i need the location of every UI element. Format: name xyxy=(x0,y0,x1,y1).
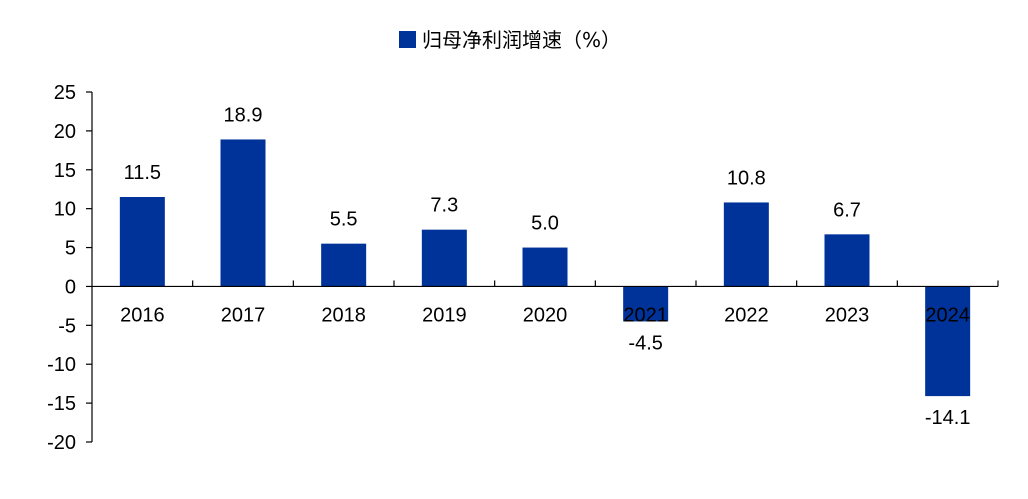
legend: 归母净利润增速（%） xyxy=(399,28,621,52)
y-tick-label: 15 xyxy=(54,160,76,182)
data-label: 10.8 xyxy=(727,167,766,189)
y-tick-label: -10 xyxy=(47,354,76,376)
y-axis: 25 20 15 10 5 0 -5 -10 -15 -20 xyxy=(47,82,93,454)
bar xyxy=(623,286,669,322)
y-tick-label: -15 xyxy=(47,393,76,415)
bar xyxy=(723,202,769,287)
bar xyxy=(321,243,367,287)
x-axis xyxy=(92,280,999,288)
y-tick-label: 10 xyxy=(54,199,76,221)
bar xyxy=(119,197,165,287)
x-tick-label: 2020 xyxy=(523,304,568,326)
x-tick-label: 2017 xyxy=(221,304,266,326)
y-tick-label: 5 xyxy=(65,238,76,260)
x-tick-label: 2018 xyxy=(321,304,366,326)
bar xyxy=(925,286,971,397)
legend-swatch xyxy=(399,31,416,48)
y-tick-label: 25 xyxy=(54,82,76,104)
bars xyxy=(119,139,971,397)
data-label: 11.5 xyxy=(124,162,161,184)
x-tick-label: 2019 xyxy=(422,304,467,326)
x-tick-label: 2022 xyxy=(724,304,769,326)
data-label: 5.0 xyxy=(531,213,559,235)
x-tick-label: 2023 xyxy=(825,304,870,326)
data-label: 18.9 xyxy=(224,104,263,126)
bar xyxy=(824,234,870,287)
bar xyxy=(421,229,467,287)
value-labels: 11.5 18.9 5.5 7.3 5.0 -4.5 10.8 6.7 -14.1 xyxy=(124,104,971,429)
data-label: 7.3 xyxy=(430,195,458,217)
category-labels: 2016 2017 2018 2019 2020 2021 2022 2023 2024 xyxy=(120,304,970,326)
data-label: 6.7 xyxy=(833,199,861,221)
bar xyxy=(522,247,568,287)
y-tick-label: 20 xyxy=(54,121,76,143)
x-tick-label: 2016 xyxy=(120,304,165,326)
data-label: -14.1 xyxy=(925,407,971,429)
x-tick-label: 2021 xyxy=(623,304,668,326)
data-label: 5.5 xyxy=(330,209,358,231)
x-tick-label: 2024 xyxy=(925,304,970,326)
y-tick-label: 0 xyxy=(65,276,76,298)
legend-label: 归母净利润增速（%） xyxy=(422,28,621,52)
data-label: -4.5 xyxy=(628,332,662,354)
y-tick-label: -20 xyxy=(47,432,76,454)
bar xyxy=(220,139,266,287)
y-tick-label: -5 xyxy=(58,315,76,337)
